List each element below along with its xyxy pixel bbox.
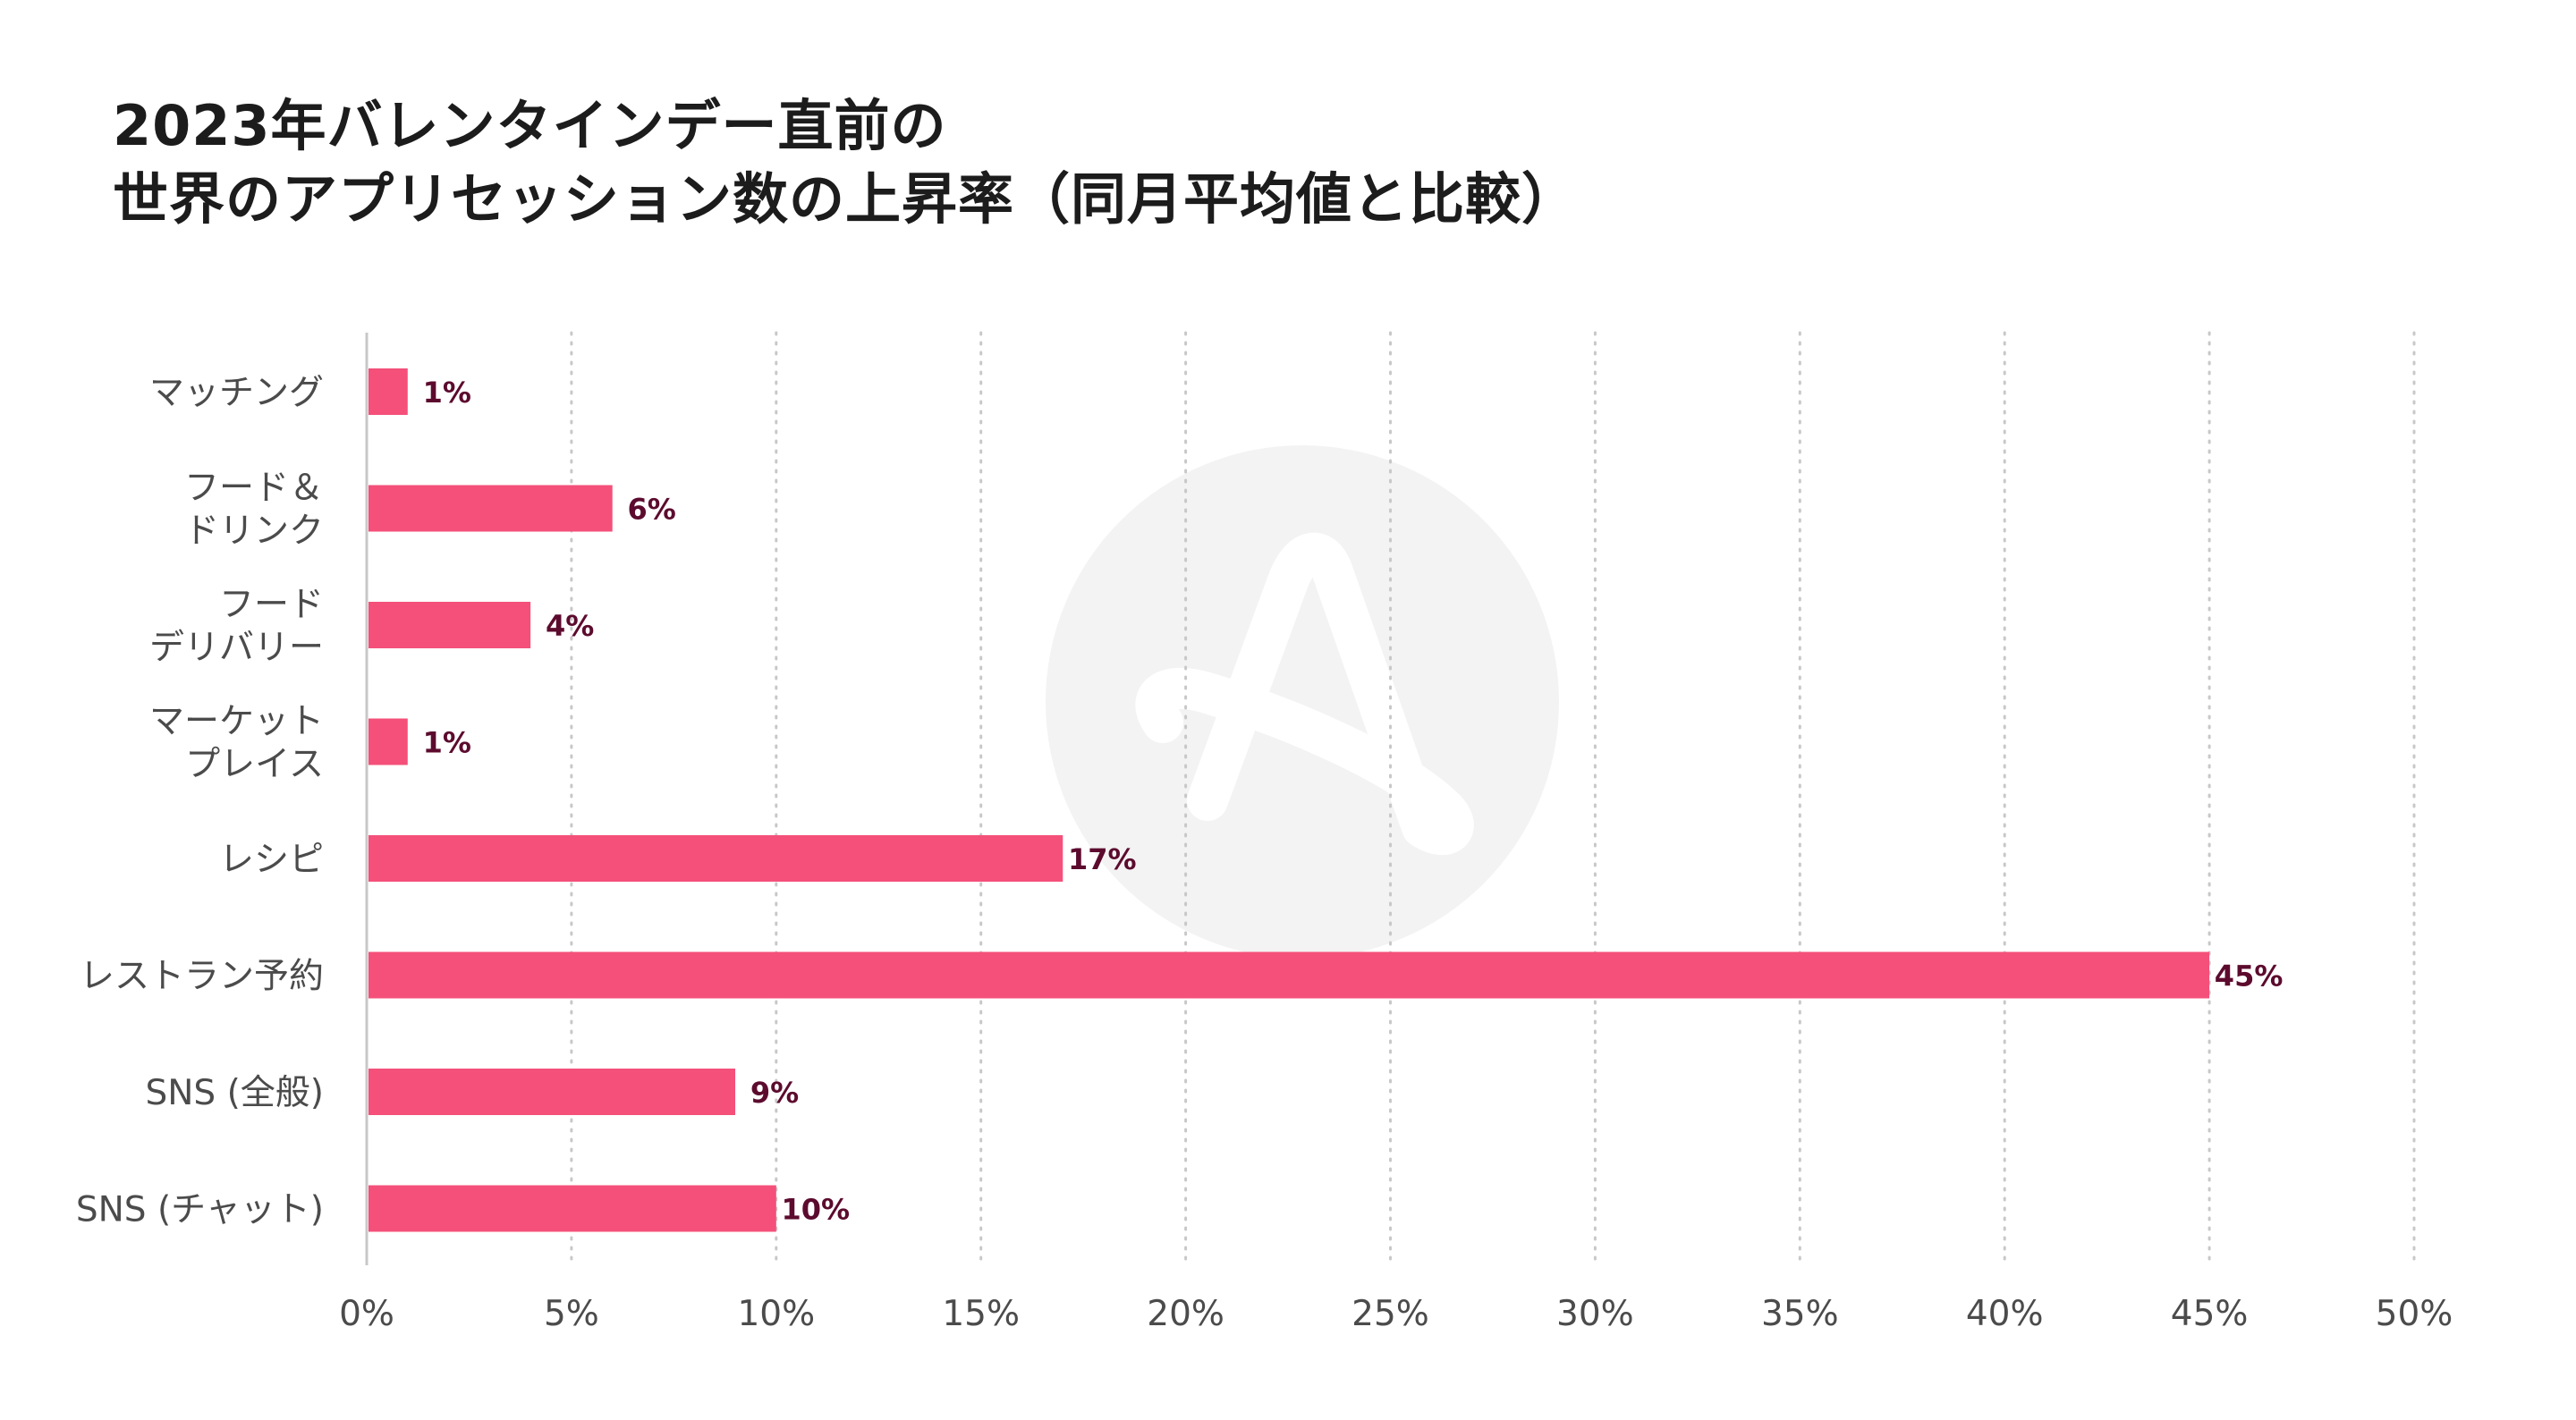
bar — [369, 1069, 736, 1115]
category-label: マーケット — [149, 702, 324, 742]
bar — [369, 368, 408, 415]
x-tick-label: 0% — [339, 1294, 394, 1334]
value-label: 9% — [750, 1076, 799, 1110]
category-label: レシピ — [219, 840, 324, 880]
category-label: マッチング — [149, 373, 324, 413]
value-label: 10% — [782, 1193, 851, 1227]
value-labels: 1% 6% 4% 1% 17% 45% 9% 10% — [423, 376, 2284, 1227]
bar — [369, 602, 531, 648]
category-labels: マッチングフード＆ドリンクフードデリバリーマーケットプレイスレシピレストラン予約… — [76, 373, 324, 1230]
chart-title-line-1: 2023年バレンタインデー直前の — [113, 93, 947, 158]
value-label: 45% — [2215, 959, 2284, 993]
category-label: プレイス — [185, 745, 324, 785]
chart-title: 2023年バレンタインデー直前の 世界のアプリセッション数の上昇率（同月平均値と… — [113, 89, 1578, 236]
value-label: 1% — [423, 726, 471, 760]
x-tick-label: 5% — [544, 1294, 599, 1334]
bar — [369, 485, 613, 532]
x-tick-label: 15% — [942, 1294, 1020, 1334]
bar — [369, 1185, 776, 1232]
category-label: デリバリー — [149, 628, 324, 668]
value-label: 6% — [628, 493, 676, 527]
chart-title-line-2: 世界のアプリセッション数の上昇率（同月平均値と比較） — [113, 166, 1579, 232]
x-tick-label: 35% — [1761, 1294, 1839, 1334]
value-label: 4% — [546, 609, 594, 643]
bar — [369, 951, 2210, 999]
x-tick-label: 40% — [1966, 1294, 2044, 1334]
x-tick-labels: 0% 5% 10% 15% 20% 25% 30% 35% 40% 45% 50% — [339, 1294, 2453, 1334]
x-tick-label: 45% — [2171, 1294, 2249, 1334]
category-label: フード＆ — [184, 469, 324, 509]
x-tick-label: 30% — [1556, 1294, 1634, 1334]
brand-watermark-logo — [1046, 445, 1559, 959]
x-tick-label: 10% — [737, 1294, 815, 1334]
x-tick-label: 20% — [1147, 1294, 1224, 1334]
category-label: ドリンク — [184, 511, 324, 552]
bars — [369, 368, 2210, 1232]
value-label: 17% — [1068, 842, 1137, 876]
x-tick-label: 50% — [2376, 1294, 2453, 1334]
category-label: SNS (チャット) — [76, 1190, 324, 1230]
value-label: 1% — [423, 376, 471, 410]
category-label: レストラン予約 — [80, 957, 324, 997]
bar — [369, 835, 1063, 882]
bar — [369, 718, 408, 765]
x-tick-label: 25% — [1352, 1294, 1429, 1334]
category-label: SNS (全般) — [145, 1073, 324, 1113]
category-label: フード — [219, 585, 324, 625]
